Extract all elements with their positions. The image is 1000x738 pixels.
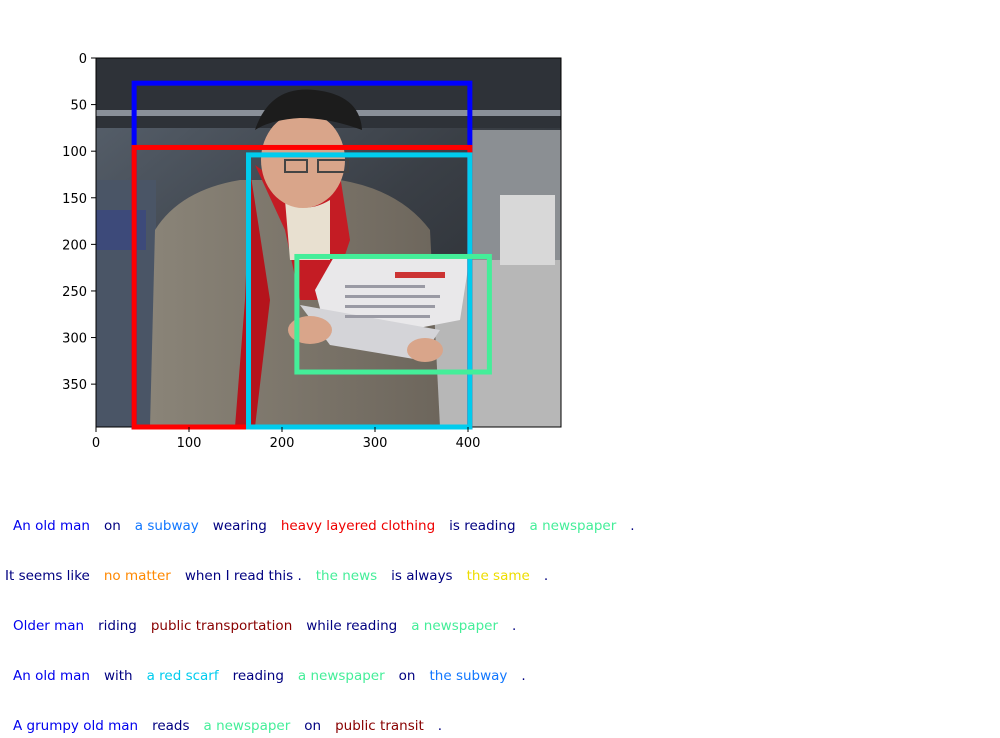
caption-phrase: a newspaper (529, 518, 617, 534)
x-tick-label: 200 (270, 436, 295, 451)
caption-phrase: is reading (449, 518, 516, 534)
y-tick-label: 300 (62, 332, 87, 347)
y-tick-label: 250 (62, 285, 87, 300)
caption-line-5: A grumpy old man reads a newspaper on public… (0, 714, 1000, 738)
x-tick-label: 0 (92, 436, 100, 451)
caption-phrase: on (398, 668, 416, 684)
caption-phrase: . (521, 668, 526, 684)
x-tick-label: 300 (363, 436, 388, 451)
caption-phrase: a newspaper (297, 668, 385, 684)
y-tick-label: 350 (62, 378, 87, 393)
y-tick-label: 100 (62, 145, 87, 160)
caption-phrase: a red scarf (146, 668, 219, 684)
caption-phrase: An old man (13, 518, 90, 534)
caption-line-2: It seems like no matter when I read this .… (0, 564, 1000, 588)
grounding-figure: 0 100 200 300 400 0 50 100 150 200 250 300 350 (62, 52, 562, 451)
caption-phrase: a subway (134, 518, 199, 534)
caption-phrase: with (103, 668, 133, 684)
caption-line-4: An old man with a red scarf reading a newspa… (0, 664, 1000, 688)
caption-phrase: a newspaper (411, 618, 499, 634)
caption-phrase: reading (232, 668, 284, 684)
caption-phrase: no matter (103, 568, 171, 584)
caption-phrase: the news (315, 568, 378, 584)
caption-line-1: An old man on a subway wearing heavy layered… (0, 514, 1000, 538)
x-tick-label: 100 (177, 436, 202, 451)
y-tick-label: 200 (62, 238, 87, 253)
caption-phrase: . (630, 518, 635, 534)
caption-phrase: wearing (212, 518, 267, 534)
caption-phrase: reads (152, 718, 190, 734)
caption-phrase: public transit (335, 718, 424, 734)
caption-phrase: on (304, 718, 322, 734)
caption-phrase: on (103, 518, 121, 534)
caption-line-3: Older man riding public transportation whil… (0, 614, 1000, 638)
bounding-box-3 (246, 152, 473, 430)
caption-phrase: An old man (13, 668, 90, 684)
caption-phrase: Older man (13, 618, 85, 634)
y-tick-label: 0 (79, 52, 87, 67)
caption-phrase: It seems like (5, 568, 90, 584)
caption-phrase: A grumpy old man (13, 718, 139, 734)
caption-phrase: is always (391, 568, 453, 584)
caption-phrase: a newspaper (203, 718, 291, 734)
caption-phrase: when I read this . (184, 568, 302, 584)
bounding-box-4 (294, 253, 492, 375)
caption-phrase: riding (98, 618, 137, 634)
y-tick-label: 150 (62, 192, 87, 207)
caption-phrase: . (512, 618, 517, 634)
caption-phrase: . (543, 568, 549, 584)
caption-phrase: the same (466, 568, 530, 584)
bounding-boxes (131, 80, 492, 430)
caption-phrase: the subway (429, 668, 508, 684)
axis-ticks: 0 100 200 300 400 0 50 100 150 200 250 300 350 (62, 52, 480, 451)
caption-phrase: heavy layered clothing (280, 518, 436, 534)
x-tick-label: 400 (456, 436, 481, 451)
y-tick-label: 50 (70, 99, 87, 114)
caption-phrase: . (437, 718, 443, 734)
caption-phrase: while reading (306, 618, 398, 634)
caption-phrase: public transportation (150, 618, 293, 634)
